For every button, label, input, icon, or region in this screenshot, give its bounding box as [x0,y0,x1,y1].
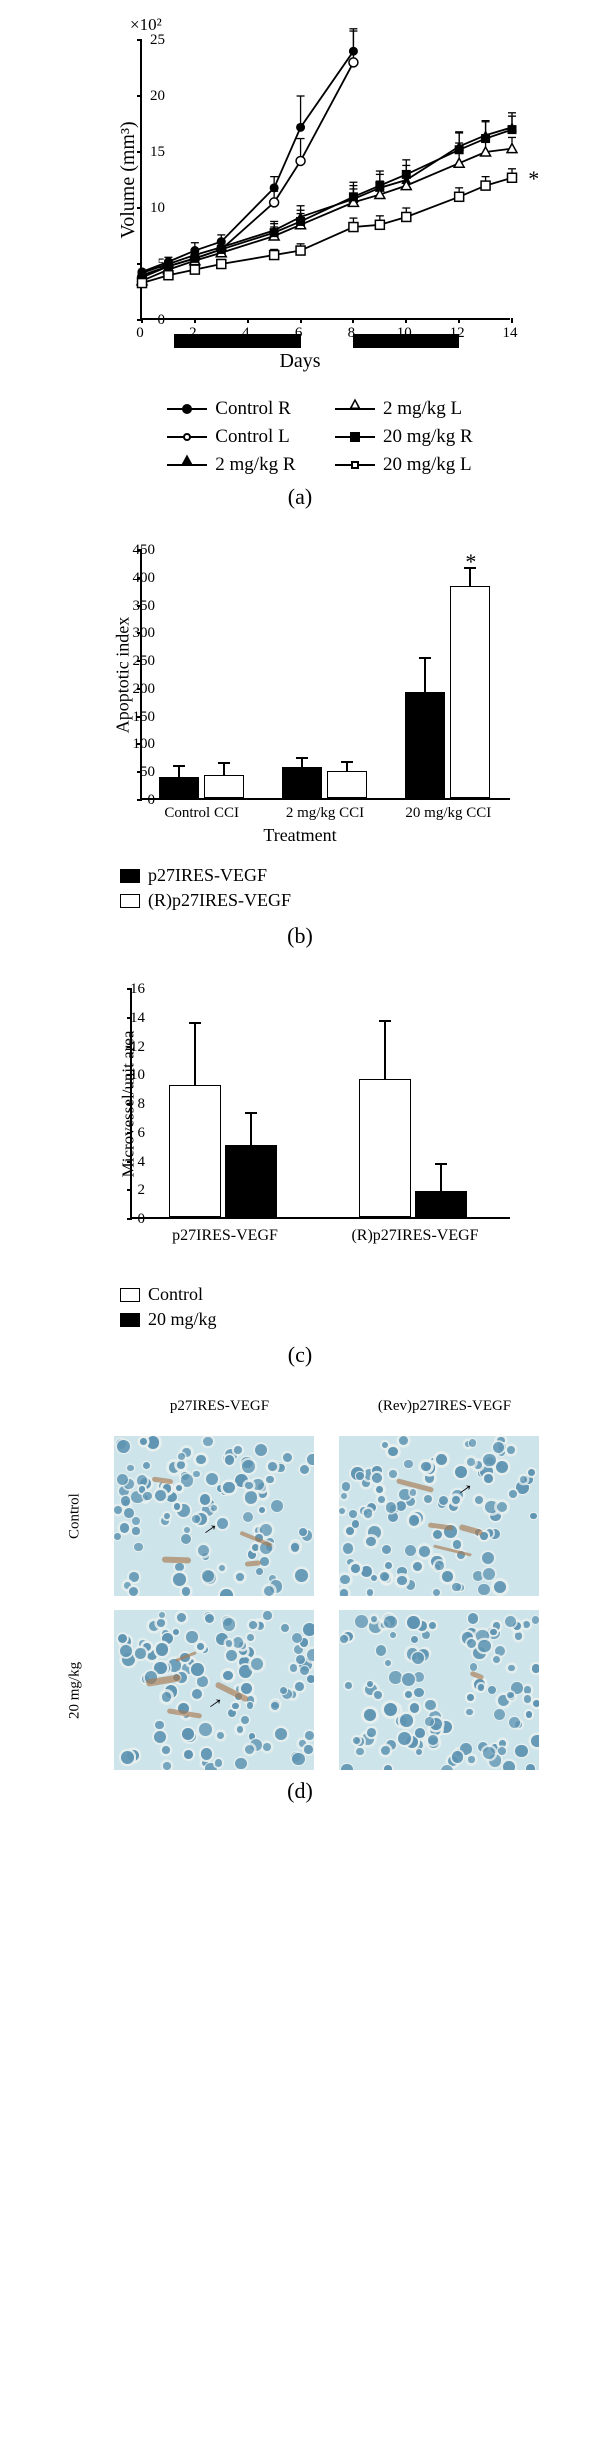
y-tick: 350 [120,598,155,615]
x-tick: 12 [447,325,467,342]
panel-c: Microvessel/unit area 0246810121416p27IR… [40,979,560,1368]
y-tick: 8 [120,1096,145,1113]
bar [204,775,244,798]
bar [359,1079,411,1217]
image-grid-d: p27IRES-VEGF (Rev)p27IRES-VEGF Control →→… [50,1398,550,1770]
legend-c: Control 20 mg/kg [40,1284,217,1334]
x-tick: 6 [289,325,309,342]
y-tick: 15 [135,144,165,161]
panel-label-a: (a) [288,484,312,510]
legend-item: 2 mg/kg R [167,454,305,476]
y-tick: 150 [120,709,155,726]
row-header: Control [50,1436,100,1596]
x-tick: 4 [236,325,256,342]
bar [169,1085,221,1217]
legend-item: Control [120,1284,217,1305]
x-category: (R)p27IRES-VEGF [351,1227,478,1245]
histology-image: → [114,1610,314,1770]
significance-star: * [465,549,476,575]
x-category: 20 mg/kg CCI [388,805,508,822]
histology-image: → [114,1436,314,1596]
y-tick: 10 [135,200,165,217]
x-category: p27IRES-VEGF [172,1227,278,1245]
panel-a: ×10² Volume (mm³) Days * 051015202502468… [40,20,560,510]
panel-label-b: (b) [287,923,313,949]
y-tick: 400 [120,570,155,587]
y-tick: 10 [120,1067,145,1084]
bar [282,767,322,798]
x-tick: 8 [341,325,361,342]
bar [225,1145,277,1217]
y-tick: 0 [120,1211,145,1228]
y-tick: 2 [120,1182,145,1199]
x-tick: 14 [500,325,520,342]
x-tick: 0 [130,325,150,342]
bar [159,777,199,798]
y-tick: 25 [135,32,165,49]
y-tick: 200 [120,681,155,698]
y-tick: 4 [120,1154,145,1171]
bar [450,586,490,798]
y-tick: 14 [120,1010,145,1027]
bar [415,1191,467,1217]
histology-image: → [339,1436,539,1596]
legend-item: Control L [167,426,305,448]
legend-item: 2 mg/kg L [335,398,473,420]
chart-c: Microvessel/unit area 0246810121416p27IR… [70,979,530,1269]
y-tick: 250 [120,653,155,670]
y-tick: 6 [120,1125,145,1142]
y-tick: 12 [120,1039,145,1056]
histology-image [339,1610,539,1770]
y-tick: 450 [120,542,155,559]
legend-item: Control R [167,398,305,420]
panel-d: p27IRES-VEGF (Rev)p27IRES-VEGF Control →→… [40,1398,560,1804]
y-tick: 16 [120,981,145,998]
legend-item: (R)p27IRES-VEGF [120,890,291,911]
y-tick: 100 [120,736,155,753]
panel-b: Apoptotic index Treatment * 050100150200… [40,540,560,949]
legend-a: Control R 2 mg/kg L Control L 20 mg/kg R 2 m… [167,398,472,476]
bar [327,771,367,798]
x-axis-label-a: Days [279,350,320,373]
chart-a: ×10² Volume (mm³) Days * 051015202502468… [60,20,540,380]
col-header-2: (Rev)p27IRES-VEGF [339,1398,550,1422]
bar [405,692,445,798]
legend-item: p27IRES-VEGF [120,865,291,886]
x-axis-label-b: Treatment [263,825,336,846]
row-header: 20 mg/kg [50,1610,100,1770]
y-tick: 300 [120,625,155,642]
x-category: Control CCI [142,805,262,822]
x-tick: 10 [394,325,414,342]
y-tick: 5 [135,256,165,273]
x-category: 2 mg/kg CCI [265,805,385,822]
legend-item: 20 mg/kg L [335,454,473,476]
y-tick: 20 [135,88,165,105]
chart-b: Apoptotic index Treatment * 050100150200… [70,540,530,850]
panel-label-d: (d) [287,1778,313,1804]
legend-item: 20 mg/kg [120,1309,217,1330]
significance-star: * [528,166,539,192]
y-axis-label-a: Volume (mm³) [117,121,140,238]
panel-label-c: (c) [288,1342,312,1368]
col-header-1: p27IRES-VEGF [114,1398,325,1422]
x-tick: 2 [183,325,203,342]
legend-item: 20 mg/kg R [335,426,473,448]
y-tick: 50 [120,764,155,781]
legend-b: p27IRES-VEGF (R)p27IRES-VEGF [40,865,291,915]
